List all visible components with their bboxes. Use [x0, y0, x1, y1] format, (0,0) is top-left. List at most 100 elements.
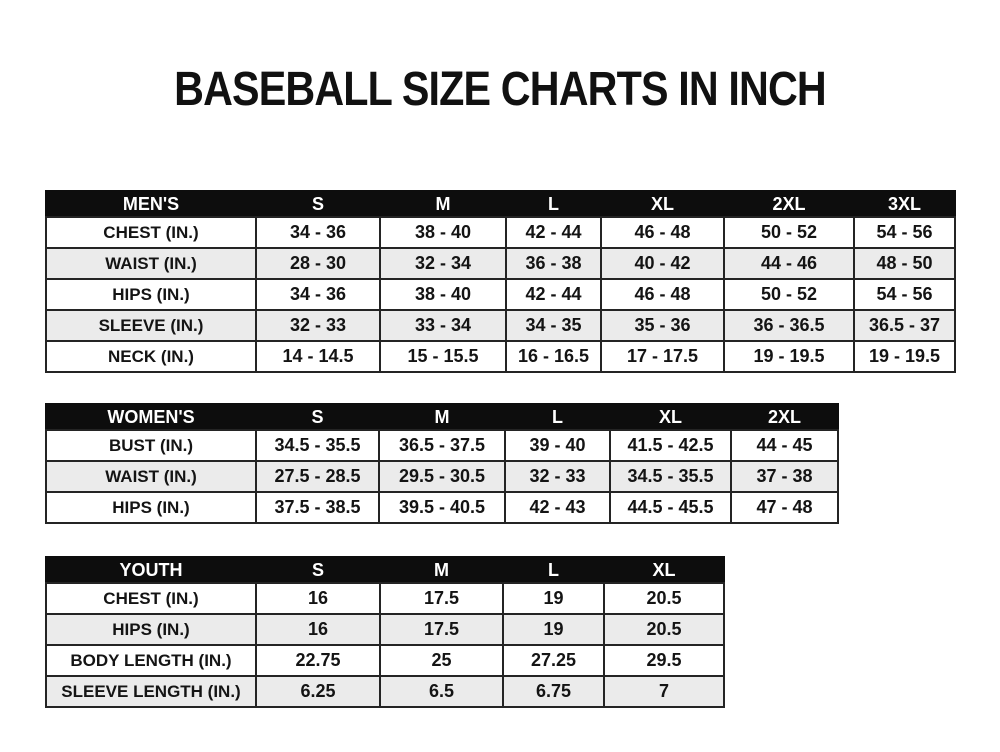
size-value: 29.5 — [603, 644, 725, 677]
size-value: 44.5 - 45.5 — [609, 491, 732, 524]
row-label: WAIST (IN.) — [45, 460, 257, 493]
size-value: 42 - 44 — [505, 216, 602, 249]
size-value: 42 - 44 — [505, 278, 602, 311]
size-value: 36.5 - 37 — [853, 309, 956, 342]
column-header: M — [379, 556, 504, 584]
size-value: 41.5 - 42.5 — [609, 429, 732, 462]
size-value: 17 - 17.5 — [600, 340, 725, 373]
size-value: 36 - 36.5 — [723, 309, 855, 342]
size-value: 44 - 46 — [723, 247, 855, 280]
size-value: 15 - 15.5 — [379, 340, 507, 373]
womens-header-row: WOMEN'S S M L XL 2XL — [45, 403, 839, 431]
size-value: 34.5 - 35.5 — [609, 460, 732, 493]
row-label: BODY LENGTH (IN.) — [45, 644, 257, 677]
size-value: 36.5 - 37.5 — [378, 429, 506, 462]
size-value: 44 - 45 — [730, 429, 839, 462]
size-value: 54 - 56 — [853, 216, 956, 249]
size-value: 19 — [502, 582, 605, 615]
size-value: 34 - 36 — [255, 216, 381, 249]
size-value: 14 - 14.5 — [255, 340, 381, 373]
size-value: 32 - 33 — [255, 309, 381, 342]
youth-size-table: YOUTH S M L XL CHEST (IN.) 16 17.5 19 20.5 HIPS (… — [45, 556, 725, 708]
size-value: 16 - 16.5 — [505, 340, 602, 373]
size-value: 16 — [255, 582, 381, 615]
table-row: NECK (IN.) 14 - 14.5 15 - 15.5 16 - 16.5 17 … — [45, 340, 956, 373]
size-value: 40 - 42 — [600, 247, 725, 280]
size-value: 50 - 52 — [723, 216, 855, 249]
column-header: 3XL — [853, 190, 956, 218]
size-value: 34 - 36 — [255, 278, 381, 311]
mens-table-body: CHEST (IN.) 34 - 36 38 - 40 42 - 44 46 - 48 5… — [45, 216, 956, 373]
column-header: M — [379, 190, 507, 218]
womens-table-body: BUST (IN.) 34.5 - 35.5 36.5 - 37.5 39 - 40 4… — [45, 429, 839, 524]
size-value: 37.5 - 38.5 — [255, 491, 380, 524]
size-value: 28 - 30 — [255, 247, 381, 280]
size-value: 17.5 — [379, 613, 504, 646]
size-value: 48 - 50 — [853, 247, 956, 280]
size-value: 17.5 — [379, 582, 504, 615]
youth-header-row: YOUTH S M L XL — [45, 556, 725, 584]
column-header: XL — [603, 556, 725, 584]
size-value: 19 - 19.5 — [723, 340, 855, 373]
row-label: SLEEVE LENGTH (IN.) — [45, 675, 257, 708]
size-value: 20.5 — [603, 582, 725, 615]
size-value: 46 - 48 — [600, 216, 725, 249]
size-value: 37 - 38 — [730, 460, 839, 493]
mens-header-row: MEN'S S M L XL 2XL 3XL — [45, 190, 956, 218]
table-title-cell: MEN'S — [45, 190, 257, 218]
row-label: BUST (IN.) — [45, 429, 257, 462]
size-value: 39.5 - 40.5 — [378, 491, 506, 524]
table-row: BODY LENGTH (IN.) 22.75 25 27.25 29.5 — [45, 644, 725, 677]
size-value: 35 - 36 — [600, 309, 725, 342]
youth-table-body: CHEST (IN.) 16 17.5 19 20.5 HIPS (IN.) 16 17.5 1… — [45, 582, 725, 708]
size-value: 22.75 — [255, 644, 381, 677]
size-value: 39 - 40 — [504, 429, 611, 462]
size-value: 36 - 38 — [505, 247, 602, 280]
column-header: L — [502, 556, 605, 584]
size-value: 50 - 52 — [723, 278, 855, 311]
size-value: 20.5 — [603, 613, 725, 646]
size-value: 34.5 - 35.5 — [255, 429, 380, 462]
row-label: HIPS (IN.) — [45, 491, 257, 524]
mens-size-table: MEN'S S M L XL 2XL 3XL CHEST (IN.) 34 - 36 38 - … — [45, 190, 956, 373]
table-row: HIPS (IN.) 34 - 36 38 - 40 42 - 44 46 - 48 50… — [45, 278, 956, 311]
column-header: M — [378, 403, 506, 431]
size-value: 42 - 43 — [504, 491, 611, 524]
row-label: SLEEVE (IN.) — [45, 309, 257, 342]
table-row: WAIST (IN.) 27.5 - 28.5 29.5 - 30.5 32 - 33… — [45, 460, 839, 493]
column-header: 2XL — [730, 403, 839, 431]
column-header: XL — [600, 190, 725, 218]
table-row: HIPS (IN.) 16 17.5 19 20.5 — [45, 613, 725, 646]
column-header: L — [504, 403, 611, 431]
size-value: 38 - 40 — [379, 216, 507, 249]
size-value: 54 - 56 — [853, 278, 956, 311]
size-value: 47 - 48 — [730, 491, 839, 524]
table-row: SLEEVE LENGTH (IN.) 6.25 6.5 6.75 7 — [45, 675, 725, 708]
column-header: XL — [609, 403, 732, 431]
table-row: HIPS (IN.) 37.5 - 38.5 39.5 - 40.5 42 - 43 4… — [45, 491, 839, 524]
table-title-cell: YOUTH — [45, 556, 257, 584]
size-value: 25 — [379, 644, 504, 677]
row-label: HIPS (IN.) — [45, 613, 257, 646]
table-title-cell: WOMEN'S — [45, 403, 257, 431]
size-value: 29.5 - 30.5 — [378, 460, 506, 493]
table-row: CHEST (IN.) 16 17.5 19 20.5 — [45, 582, 725, 615]
size-value: 19 — [502, 613, 605, 646]
size-value: 7 — [603, 675, 725, 708]
page-title: BASEBALL SIZE CHARTS IN INCH — [174, 63, 827, 116]
size-value: 32 - 33 — [504, 460, 611, 493]
column-header: S — [255, 403, 380, 431]
table-row: CHEST (IN.) 34 - 36 38 - 40 42 - 44 46 - 48 5… — [45, 216, 956, 249]
table-row: SLEEVE (IN.) 32 - 33 33 - 34 34 - 35 35 - 36… — [45, 309, 956, 342]
row-label: NECK (IN.) — [45, 340, 257, 373]
row-label: CHEST (IN.) — [45, 216, 257, 249]
size-value: 38 - 40 — [379, 278, 507, 311]
column-header: S — [255, 190, 381, 218]
row-label: HIPS (IN.) — [45, 278, 257, 311]
column-header: L — [505, 190, 602, 218]
size-value: 33 - 34 — [379, 309, 507, 342]
table-row: BUST (IN.) 34.5 - 35.5 36.5 - 37.5 39 - 40 4… — [45, 429, 839, 462]
size-value: 6.5 — [379, 675, 504, 708]
size-value: 32 - 34 — [379, 247, 507, 280]
column-header: S — [255, 556, 381, 584]
